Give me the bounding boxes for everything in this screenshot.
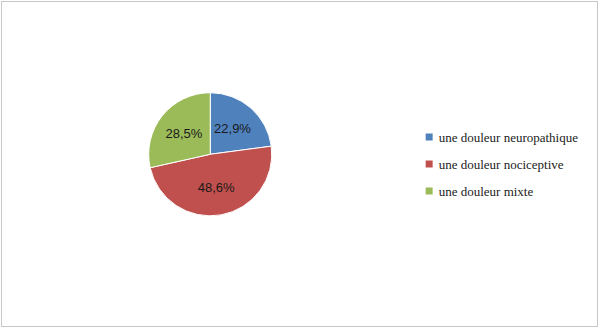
svg-text:une douleur nociceptive: une douleur nociceptive [439,157,564,172]
svg-text:une douleur neuropathique: une douleur neuropathique [439,130,579,145]
svg-text:28,5%: 28,5% [165,126,202,141]
svg-text:une douleur mixte: une douleur mixte [439,184,534,199]
svg-text:22,9%: 22,9% [214,121,251,136]
svg-text:48,6%: 48,6% [198,180,235,195]
